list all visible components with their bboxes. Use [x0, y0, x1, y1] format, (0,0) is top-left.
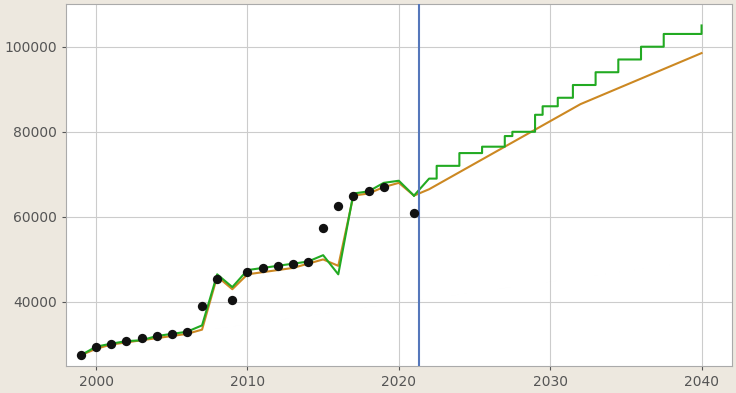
Point	[135, 335, 147, 341]
Point	[197, 303, 208, 309]
Point	[227, 297, 238, 303]
Point	[317, 224, 329, 231]
Point	[166, 331, 177, 337]
Point	[347, 193, 359, 199]
Point	[333, 203, 344, 209]
Point	[241, 269, 253, 275]
Point	[105, 341, 117, 347]
Point	[408, 209, 420, 216]
Point	[91, 343, 102, 350]
Point	[378, 184, 389, 190]
Point	[75, 352, 87, 358]
Point	[151, 333, 163, 339]
Point	[121, 338, 132, 344]
Point	[211, 275, 223, 282]
Point	[272, 263, 283, 269]
Point	[363, 188, 375, 195]
Point	[257, 265, 269, 271]
Point	[287, 261, 299, 267]
Point	[302, 259, 314, 265]
Point	[181, 329, 193, 335]
